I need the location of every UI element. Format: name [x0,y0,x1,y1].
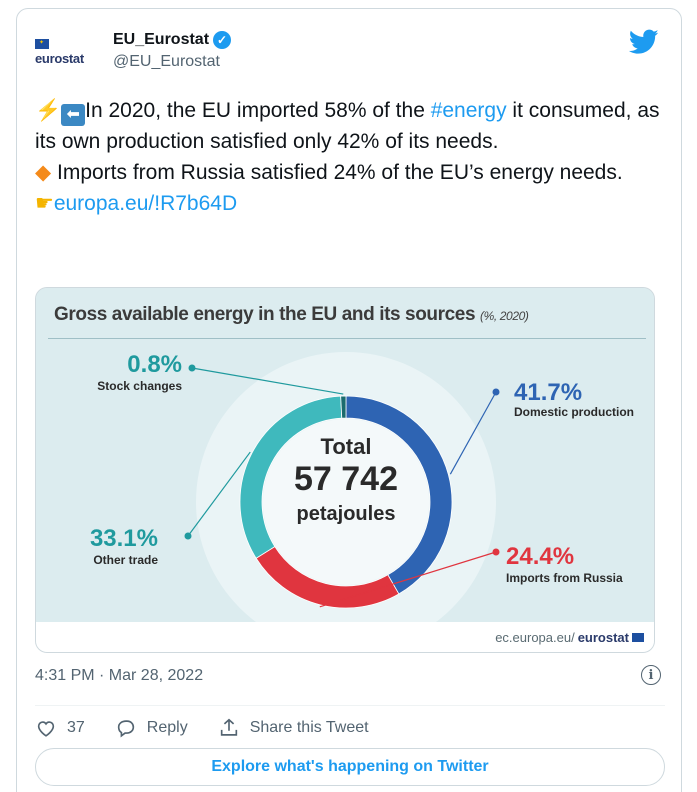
leader-line-0 [449,391,497,475]
display-name[interactable]: EU_Eurostat ✓ [113,31,232,49]
media-image[interactable]: Gross available energy in the EU and its… [35,287,655,653]
title-divider [48,338,646,339]
handle[interactable]: @EU_Eurostat [113,53,220,70]
tweet-header: eurostat EU_Eurostat ✓ @EU_Eurostat [17,9,681,89]
category-label-3: Stock changes [97,379,182,393]
tweet-link[interactable]: europa.eu/!R7b64D [53,192,238,215]
reply-button[interactable]: Reply [115,717,188,739]
donut-slice-stock-changes [340,395,347,419]
value-label-3: 0.8% [127,351,182,378]
eu-flag-icon [632,633,644,642]
verified-icon: ✓ [213,31,232,49]
source-credit: ec.europa.eu/eurostat [495,630,644,645]
orange-diamond-icon: ◆ [35,161,52,184]
infographic-subtitle: (%, 2020) [480,309,529,323]
category-label-1: Imports from Russia [506,571,623,585]
center-total-unit: petajoules [297,503,396,525]
avatar-logo-text: eurostat [35,51,84,66]
share-label: Share this Tweet [249,719,369,736]
reply-icon [117,720,134,738]
explore-button[interactable]: Explore what's happening on Twitter [35,748,665,786]
leader-dot-3 [188,364,196,372]
leader-dot-0 [492,388,500,396]
leader-line-3 [191,367,344,395]
source-domain: ec.europa.eu/ [495,630,575,645]
left-arrow-icon: ⬅ [61,104,86,126]
value-label-1: 24.4% [506,543,574,570]
center-total-label: Total [321,434,372,459]
donut-hole [263,419,429,585]
tweet-text-line2: Imports from Russia satisfied 24% of the… [51,161,623,184]
center-total-value: 57 742 [294,460,398,498]
source-brand: eurostat [577,630,629,645]
tweet-text: ⚡ ⬅ In 2020, the EU imported 58% of the #e… [35,95,665,219]
infographic: Gross available energy in the EU and its… [36,288,654,622]
value-label-0: 41.7% [514,379,582,406]
tweet-text-line1-pre: In 2020, the EU imported 58% of the [85,99,431,122]
reply-label: Reply [146,719,188,736]
heart-icon [37,721,55,737]
value-label-2: 33.1% [90,525,158,552]
like-button[interactable]: 37 [35,717,85,739]
eu-flag-icon [35,39,49,49]
infographic-title-text: Gross available energy in the EU and its… [54,304,476,325]
display-name-text: EU_Eurostat [113,31,210,48]
share-icon [220,718,237,736]
infographic-footer: ec.europa.eu/eurostat [36,622,654,652]
infographic-title: Gross available energy in the EU and its… [54,304,529,326]
category-label-2: Other trade [93,553,158,567]
lightning-icon: ⚡ [35,99,62,122]
like-count: 37 [67,719,85,736]
leader-line-1 [319,551,497,608]
category-label-0: Domestic production [514,405,634,419]
tweet-timestamp[interactable]: 4:31 PM · Mar 28, 2022 [35,667,204,684]
info-icon[interactable]: i [641,665,661,685]
twitter-bird-icon[interactable] [629,29,659,55]
leader-dot-2 [184,532,192,540]
tweet-card: eurostat EU_Eurostat ✓ @EU_Eurostat ⚡⬅In… [16,8,682,792]
tweet-text-line1-post: it consumed, as its own production satis… [35,99,660,153]
leader-dot-1 [492,548,500,556]
pointing-hand-icon: ☛ [35,192,54,215]
author-block[interactable]: EU_Eurostat ✓ @EU_Eurostat [113,31,232,71]
avatar[interactable]: eurostat [35,39,91,79]
tweet-actions: 37 Reply Share this Tweet [35,712,369,744]
share-button[interactable]: Share this Tweet [218,717,369,739]
hashtag-link[interactable]: #energy [430,99,507,122]
leader-line-2 [187,451,251,537]
divider [35,705,665,706]
